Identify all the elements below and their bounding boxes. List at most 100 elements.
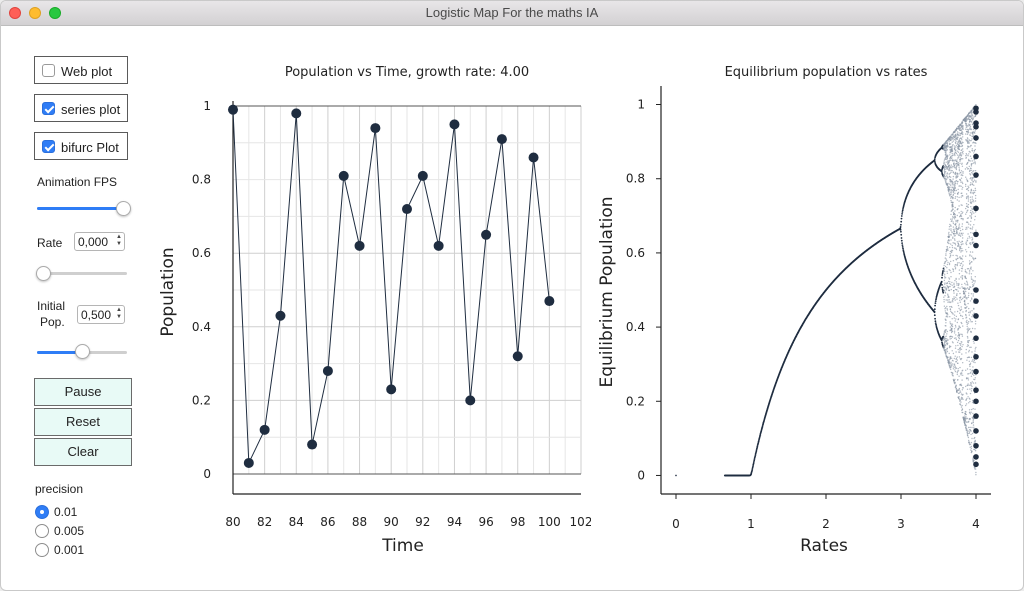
attractor-point bbox=[944, 174, 946, 176]
data-point bbox=[465, 395, 476, 406]
fps-slider-knob[interactable] bbox=[116, 201, 131, 216]
attractor-point bbox=[960, 177, 963, 179]
y-tick-label: 0.6 bbox=[626, 246, 645, 260]
attractor-point bbox=[900, 230, 902, 233]
attractor-point bbox=[950, 184, 952, 186]
series-plot-check-icon[interactable] bbox=[42, 102, 55, 115]
attractor-point bbox=[969, 443, 972, 445]
close-icon[interactable] bbox=[9, 7, 21, 19]
attractor-point bbox=[958, 148, 961, 150]
attractor-point bbox=[954, 139, 956, 141]
attractor-point bbox=[961, 247, 963, 250]
current-rate-point bbox=[973, 298, 979, 304]
current-rate-point bbox=[973, 454, 979, 460]
attractor-point bbox=[975, 471, 977, 474]
initial-pop-slider-knob[interactable] bbox=[75, 344, 90, 359]
attractor-point bbox=[970, 390, 973, 392]
attractor-point bbox=[961, 204, 963, 206]
attractor-point bbox=[956, 221, 959, 223]
web-plot-checkbox[interactable]: Web plot bbox=[34, 56, 128, 84]
attractor-point bbox=[970, 228, 972, 230]
attractor-point bbox=[960, 210, 962, 213]
reset-button[interactable]: Reset bbox=[34, 408, 132, 436]
attractor-point bbox=[941, 272, 944, 275]
attractor-point bbox=[968, 307, 970, 310]
rate-spinner[interactable]: 0,000 ▲ ▼ bbox=[74, 232, 125, 251]
attractor-point bbox=[959, 346, 961, 349]
initial-pop-value[interactable]: 0,500 bbox=[81, 308, 112, 322]
attractor-point bbox=[966, 421, 968, 423]
attractor-point bbox=[962, 232, 964, 234]
radio-unselected-icon[interactable] bbox=[35, 543, 49, 557]
pause-button[interactable]: Pause bbox=[34, 378, 132, 406]
attractor-point bbox=[958, 396, 960, 398]
attractor-point bbox=[971, 437, 973, 440]
attractor-point bbox=[961, 144, 964, 147]
attractor-point bbox=[971, 211, 974, 213]
attractor-point bbox=[970, 182, 972, 184]
attractor-point bbox=[975, 229, 977, 231]
initial-pop-spinner[interactable]: 0,500 ▲ ▼ bbox=[77, 305, 125, 324]
stepper-arrows-icon[interactable]: ▲ ▼ bbox=[116, 307, 122, 320]
rate-value[interactable]: 0,000 bbox=[78, 235, 109, 249]
attractor-point bbox=[944, 176, 947, 178]
rate-slider-track[interactable] bbox=[37, 272, 127, 275]
zoom-icon[interactable] bbox=[49, 7, 61, 19]
attractor-point bbox=[955, 152, 958, 155]
attractor-point bbox=[752, 465, 754, 467]
radio-unselected-icon[interactable] bbox=[35, 524, 49, 538]
attractor-point bbox=[954, 244, 957, 246]
attractor-point bbox=[970, 177, 972, 179]
attractor-point bbox=[947, 144, 949, 147]
attractor-point bbox=[959, 162, 961, 164]
fps-slider-fill bbox=[37, 207, 123, 210]
attractor-point bbox=[961, 266, 964, 268]
clear-button[interactable]: Clear bbox=[34, 438, 132, 466]
attractor-point bbox=[971, 172, 973, 174]
attractor-point bbox=[955, 338, 958, 341]
attractor-point bbox=[961, 258, 963, 260]
attractor-point bbox=[971, 360, 973, 362]
attractor-point bbox=[950, 166, 952, 169]
attractor-point bbox=[960, 154, 963, 156]
attractor-point bbox=[973, 201, 975, 203]
attractor-point bbox=[946, 350, 949, 353]
attractor-point bbox=[953, 317, 955, 319]
attractor-point bbox=[967, 430, 969, 432]
attractor-point bbox=[952, 368, 955, 370]
attractor-point bbox=[957, 379, 959, 381]
x-tick-label: 84 bbox=[289, 515, 304, 529]
attractor-point bbox=[960, 152, 962, 154]
stepper-arrows-icon[interactable]: ▲ ▼ bbox=[116, 234, 122, 247]
attractor-point bbox=[946, 330, 949, 333]
attractor-point bbox=[961, 130, 963, 133]
web-plot-check-icon[interactable] bbox=[42, 64, 55, 77]
attractor-point bbox=[960, 170, 963, 172]
attractor-point bbox=[943, 161, 945, 163]
attractor-point bbox=[955, 361, 958, 363]
attractor-point bbox=[967, 140, 970, 142]
rate-slider-knob[interactable] bbox=[36, 266, 51, 281]
population-time-chart: Population vs Time, growth rate: 4.00 Po… bbox=[158, 65, 591, 556]
attractor-point bbox=[957, 161, 959, 164]
attractor-point bbox=[964, 415, 966, 417]
series-plot-checkbox[interactable]: series plot bbox=[34, 94, 128, 122]
bifurc-plot-checkbox[interactable]: bifurc Plot bbox=[34, 132, 128, 160]
attractor-point bbox=[968, 160, 970, 162]
data-point bbox=[417, 170, 428, 181]
attractor-point bbox=[958, 335, 961, 337]
attractor-point bbox=[971, 148, 973, 150]
attractor-point bbox=[968, 321, 970, 323]
attractor-point bbox=[970, 167, 972, 170]
attractor-point bbox=[902, 250, 905, 253]
attractor-point bbox=[753, 459, 756, 462]
attractor-point bbox=[900, 220, 903, 223]
attractor-point bbox=[949, 256, 951, 259]
radio-selected-icon[interactable] bbox=[35, 505, 49, 519]
attractor-point bbox=[952, 144, 954, 146]
attractor-point bbox=[947, 233, 950, 235]
bifurc-plot-check-icon[interactable] bbox=[42, 140, 55, 153]
attractor-point bbox=[974, 187, 976, 190]
minimize-icon[interactable] bbox=[29, 7, 41, 19]
attractor-point bbox=[973, 150, 976, 152]
